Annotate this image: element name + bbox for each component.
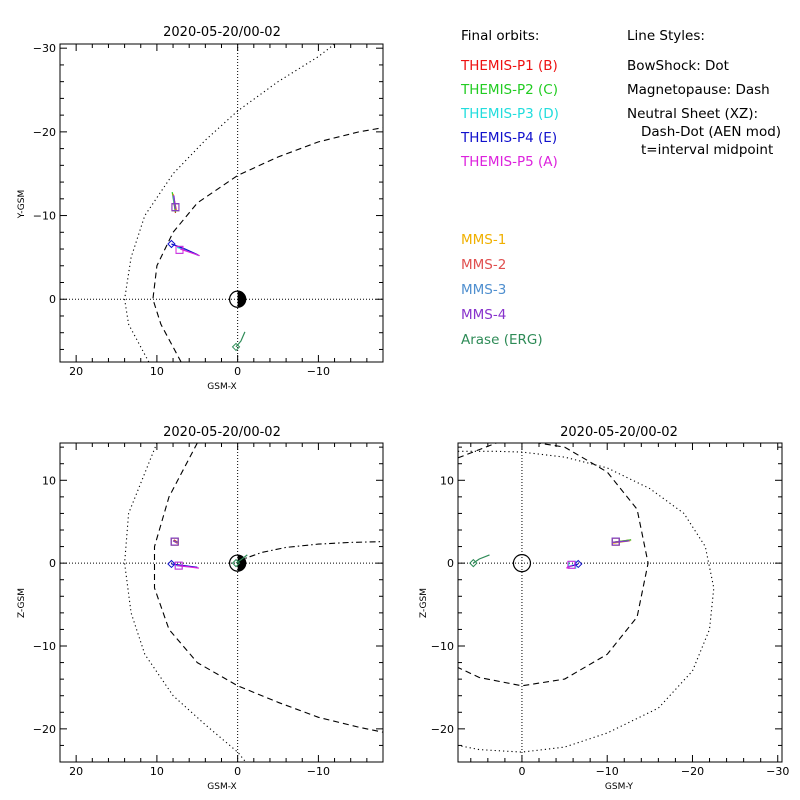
legend-mms-4: MMS-4 (461, 307, 506, 323)
y-tick-label: 0 (49, 557, 56, 570)
y-tick-label: 10 (42, 474, 56, 487)
panel-yz: 2020-05-20/00-02 GSM-Y Z-GSM 0 −10 −20 −30 1… (419, 425, 789, 792)
marker-themis-p5 (175, 245, 184, 254)
x-tick-label: −10 (307, 365, 330, 378)
y-tick-label: −20 (33, 126, 56, 139)
marker-arase-erg (231, 558, 241, 568)
bowshock-curve (458, 450, 715, 753)
earth-night-side (237, 291, 246, 308)
legend-themis-p1: THEMIS-P1 (B) (460, 58, 558, 74)
panel-xz-xlabel: GSM-X (207, 782, 236, 792)
x-tick-label: −10 (596, 765, 619, 778)
panel-yz-xlabel: GSM-Y (605, 782, 634, 792)
panel-xy-ylabel: Y-GSM (17, 190, 27, 219)
x-tick-label: 10 (150, 365, 164, 378)
y-tick-label: −10 (431, 640, 454, 653)
earth (512, 554, 532, 573)
y-tick-label: 0 (49, 293, 56, 306)
legend-line-style-magnetopause: Magnetopause: Dash (627, 82, 770, 98)
plot-area-xy (60, 44, 383, 362)
track-arase-erg (235, 554, 248, 564)
y-tick-label: −30 (33, 42, 56, 55)
track-mms-4 (613, 540, 630, 543)
marker-themis-p4 (574, 559, 583, 569)
panel-xy-xlabel: GSM-X (207, 382, 236, 392)
x-tick-label: 0 (518, 765, 525, 778)
legend-arase: Arase (ERG) (461, 332, 543, 348)
y-tick-label: −10 (33, 210, 56, 223)
bowshock-curve (124, 443, 247, 762)
marker-themis-p4 (167, 239, 176, 249)
earth (228, 290, 247, 308)
panel-xz-ylabel: Z-GSM (17, 588, 27, 618)
plot-area-xz (60, 443, 383, 762)
y-tick-label: 0 (447, 557, 454, 570)
marker-mms-4 (170, 537, 179, 546)
track-themis-p5 (566, 565, 573, 569)
x-tick-label: −10 (307, 765, 330, 778)
magnetopause-curve (152, 127, 383, 362)
x-tick-label: −30 (766, 765, 789, 778)
track-themis-p5 (177, 565, 199, 569)
marker-arase-erg (231, 342, 241, 352)
legend-themis-p2: THEMIS-P2 (C) (460, 82, 558, 98)
panel-xz-title: 2020-05-20/00-02 (163, 425, 281, 440)
marker-themis-p5 (567, 560, 576, 569)
track-mms-4 (173, 195, 177, 209)
legend-mms-3: MMS-3 (461, 282, 506, 298)
track-mms-4 (172, 540, 178, 543)
y-tick-label: 10 (440, 474, 454, 487)
legend-line-style-midpoint: t=interval midpoint (641, 142, 773, 158)
y-tick-label: −20 (431, 723, 454, 736)
neutral-sheet-curve (237, 541, 383, 564)
marker-mms-4 (611, 537, 620, 546)
earth (228, 554, 247, 572)
legend-line-style-neutral-sheet: Neutral Sheet (XZ): (627, 106, 758, 122)
axes-box-yz (457, 442, 783, 763)
marker-mms-4 (171, 203, 180, 212)
legend-final-orbits-header: Final orbits: (461, 28, 539, 44)
legend-themis-p3: THEMIS-P3 (D) (460, 106, 559, 122)
x-tick-label: 20 (69, 765, 83, 778)
bowshock-curve (124, 44, 335, 362)
magnetopause-curve (458, 443, 649, 687)
x-tick-label: 0 (234, 765, 241, 778)
earth-night-side (237, 555, 246, 572)
x-tick-label: 10 (150, 765, 164, 778)
x-tick-label: 20 (69, 365, 83, 378)
y-tick-label: −20 (33, 723, 56, 736)
y-tick-label: −10 (33, 640, 56, 653)
legend-line-styles-header: Line Styles: (627, 28, 705, 44)
legend-mms-1: MMS-1 (461, 232, 506, 248)
marker-arase-erg (469, 558, 478, 568)
marker-themis-p5 (174, 561, 183, 570)
legend-themis-p5: THEMIS-P5 (A) (460, 154, 558, 170)
magnetopause-curve (153, 443, 383, 733)
panel-xy: 2020-05-20/00-02 GSM-X Y-GSM 20 10 0 −10 0 −1… (17, 25, 384, 392)
plot-area-yz (458, 443, 782, 762)
track-themis-p4 (171, 243, 199, 256)
legend-themis-p4: THEMIS-P4 (E) (460, 130, 557, 146)
legend: Final orbits: Line Styles: THEMIS-P1 (B)… (460, 28, 781, 348)
legend-line-style-bowshock: BowShock: Dot (627, 58, 729, 74)
panel-yz-ylabel: Z-GSM (419, 588, 429, 618)
panel-xz: 2020-05-20/00-02 GSM-X Z-GSM 20 10 0 −10 10 0… (17, 425, 384, 792)
legend-mms-2: MMS-2 (461, 257, 506, 273)
track-themis-p4 (171, 563, 198, 568)
x-tick-label: −20 (681, 765, 704, 778)
legend-line-style-dash-dot: Dash-Dot (AEN mod) (641, 124, 781, 140)
marker-themis-p4 (167, 559, 176, 569)
x-tick-label: 0 (234, 365, 241, 378)
panel-xy-title: 2020-05-20/00-02 (163, 25, 281, 40)
panel-yz-title: 2020-05-20/00-02 (560, 425, 678, 440)
